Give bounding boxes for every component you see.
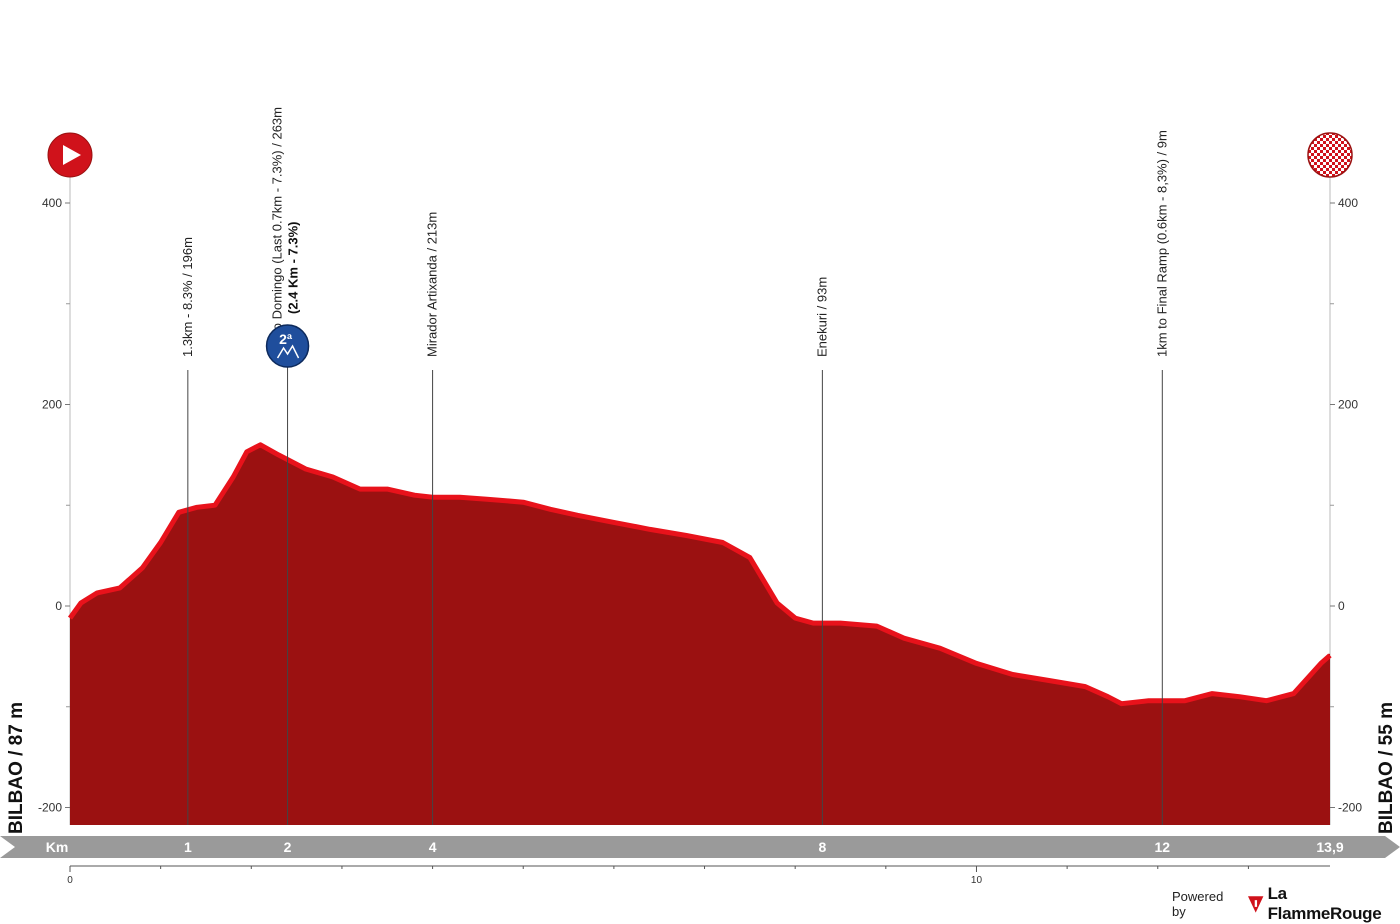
km-tick-label: 2	[284, 839, 292, 855]
mountain-icon	[276, 344, 300, 359]
marker-label: 1.3km - 8.3% / 196m	[180, 237, 195, 357]
marker-label: Enekuri / 93m	[814, 277, 829, 357]
y-tick-label-right: 0	[1338, 599, 1345, 613]
km-axis-label: Km	[46, 839, 69, 855]
start-location-label: BILBAO / 87 m	[6, 702, 27, 834]
km-tick-label: 8	[818, 839, 826, 855]
km-band	[0, 836, 1400, 858]
credit: Powered by La FlammeRouge	[1172, 884, 1400, 923]
km-tick-label: 4	[429, 839, 437, 855]
scale-tick-label: 0	[67, 875, 73, 886]
marker-sub-label: (2.4 Km - 7.3%)	[286, 222, 301, 314]
y-tick-label-right: 400	[1338, 196, 1358, 210]
brand-name: La FlammeRouge	[1267, 884, 1382, 923]
scale-tick-label: 10	[971, 875, 983, 886]
marker-label: Mirador Artixanda / 213m	[425, 212, 440, 357]
y-tick-label-left: 200	[42, 398, 62, 412]
flame-logo-icon	[1248, 896, 1264, 913]
elevation-edge-line	[67, 442, 1332, 707]
y-tick-label-left: -200	[38, 801, 62, 815]
km-tick-label: 1	[184, 839, 192, 855]
elevation-area	[70, 442, 1330, 825]
finish-location-label: BILBAO / 55 m	[1376, 702, 1397, 834]
y-tick-label-left: 0	[55, 599, 62, 613]
powered-by-text: Powered by	[1172, 889, 1224, 919]
brand: La FlammeRouge	[1248, 884, 1400, 924]
climb-category-badge: 2ª	[279, 331, 293, 347]
y-tick-label-right: 200	[1338, 398, 1358, 412]
y-tick-label-left: 400	[42, 196, 62, 210]
finish-flag-icon	[1307, 132, 1353, 178]
km-end-label: 13,9	[1316, 839, 1343, 855]
marker-label: Santo Domingo (Last 0.7km - 7.3%) / 263m	[270, 107, 285, 357]
marker-label: 1km to Final Ramp (0.6km - 8,3%) / 9m	[1154, 130, 1169, 357]
play-icon	[63, 145, 81, 165]
y-tick-label-right: -200	[1338, 801, 1362, 815]
km-tick-label: 12	[1155, 839, 1171, 855]
